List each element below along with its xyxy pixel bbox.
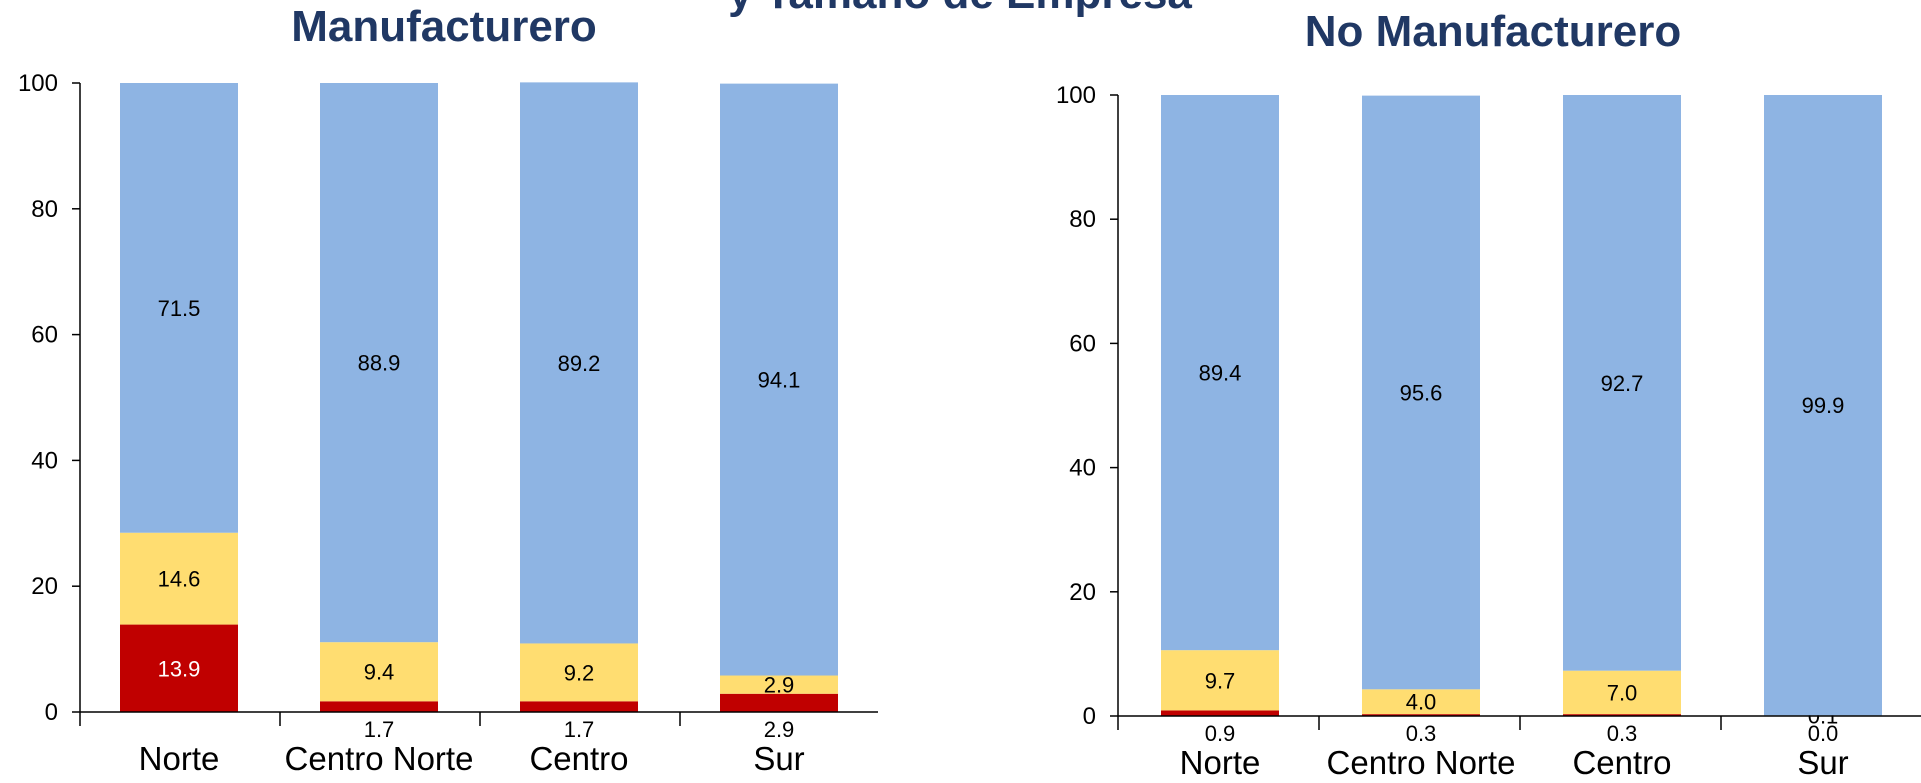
data-label: 92.7 xyxy=(1601,371,1644,396)
y-tick-label: 60 xyxy=(31,322,58,349)
data-label: 1.7 xyxy=(564,717,595,742)
y-tick-label: 40 xyxy=(31,447,58,474)
bar-segment xyxy=(520,643,638,702)
chart-title: No Manufacturero xyxy=(1305,7,1681,56)
bar-segment xyxy=(1563,670,1681,715)
bar-segment xyxy=(720,693,838,712)
x-tick-label: Sur xyxy=(753,740,804,777)
data-label: 9.7 xyxy=(1205,668,1236,693)
y-tick-label: 100 xyxy=(1056,82,1096,109)
data-label: 95.6 xyxy=(1400,380,1443,405)
y-tick-label: 40 xyxy=(1069,455,1096,482)
bar-segment xyxy=(520,701,638,712)
bar-segment xyxy=(1161,710,1279,716)
data-label: 99.9 xyxy=(1802,393,1845,418)
data-label: 94.1 xyxy=(758,368,801,393)
x-tick-label: Centro xyxy=(1572,744,1671,778)
x-tick-label: Centro Norte xyxy=(285,740,474,777)
chart-panel-manufacturero: Manufacturero 13.9 14.6 71.5 Norte 1.7 9.4 88.… xyxy=(18,2,878,777)
bar-segment xyxy=(120,83,238,533)
data-label: 2.9 xyxy=(764,717,795,742)
data-label: 89.2 xyxy=(558,351,601,376)
bar-segment xyxy=(120,624,238,712)
data-label: 9.4 xyxy=(364,660,395,685)
data-label: 71.5 xyxy=(158,296,201,321)
bar-segment xyxy=(320,701,438,712)
data-label: 4.0 xyxy=(1406,690,1437,715)
y-tick-label: 60 xyxy=(1069,330,1096,357)
bar-segment xyxy=(520,82,638,644)
data-label: 0.3 xyxy=(1607,721,1638,746)
y-tick-label: 80 xyxy=(1069,206,1096,233)
y-tick-label: 20 xyxy=(31,573,58,600)
x-tick-label: Norte xyxy=(1180,744,1261,778)
bar-segment xyxy=(1362,689,1480,715)
chart-panel-no-manufacturero: No Manufacturero 0.9 9.7 89.4 Norte 0.3 4.0 95… xyxy=(1056,7,1921,781)
y-tick-label: 100 xyxy=(18,70,58,97)
data-label: 9.2 xyxy=(564,660,595,685)
y-tick-label: 0 xyxy=(45,699,58,726)
bar-segment xyxy=(1362,95,1480,690)
data-label: 0.9 xyxy=(1205,721,1236,746)
data-label: 14.6 xyxy=(158,567,201,592)
x-tick-label: Centro Norte xyxy=(1327,744,1516,778)
data-label: 89.4 xyxy=(1199,361,1242,386)
x-tick-label: Norte xyxy=(139,740,220,777)
bar-segment xyxy=(320,83,438,643)
bar-segment xyxy=(1362,714,1480,716)
x-tick-label: Centro xyxy=(529,740,628,777)
bar-segment xyxy=(1563,714,1681,716)
bar-segment xyxy=(120,532,238,625)
y-tick-label: 20 xyxy=(1069,579,1096,606)
chart-title: Manufacturero xyxy=(291,2,597,51)
data-label: 7.0 xyxy=(1607,680,1638,705)
data-label: 13.9 xyxy=(158,656,201,681)
bar-segment xyxy=(1764,95,1882,716)
y-tick-label: 0 xyxy=(1083,703,1096,730)
y-tick-label: 80 xyxy=(31,196,58,223)
data-label: 0.0 xyxy=(1808,721,1839,746)
header-fragment: y Tamaño de Empresa xyxy=(728,0,1192,18)
data-label: 2.9 xyxy=(764,673,795,698)
bar-segment xyxy=(720,83,838,676)
data-label: 88.9 xyxy=(358,351,401,376)
bar-segment xyxy=(720,675,838,694)
x-tick-label: Sur xyxy=(1797,744,1848,778)
bar-segment xyxy=(1161,95,1279,651)
data-label: 0.3 xyxy=(1406,721,1437,746)
bar-segment xyxy=(320,642,438,702)
bar-segment xyxy=(1563,95,1681,671)
data-label: 1.7 xyxy=(364,717,395,742)
bar-segment xyxy=(1161,650,1279,711)
